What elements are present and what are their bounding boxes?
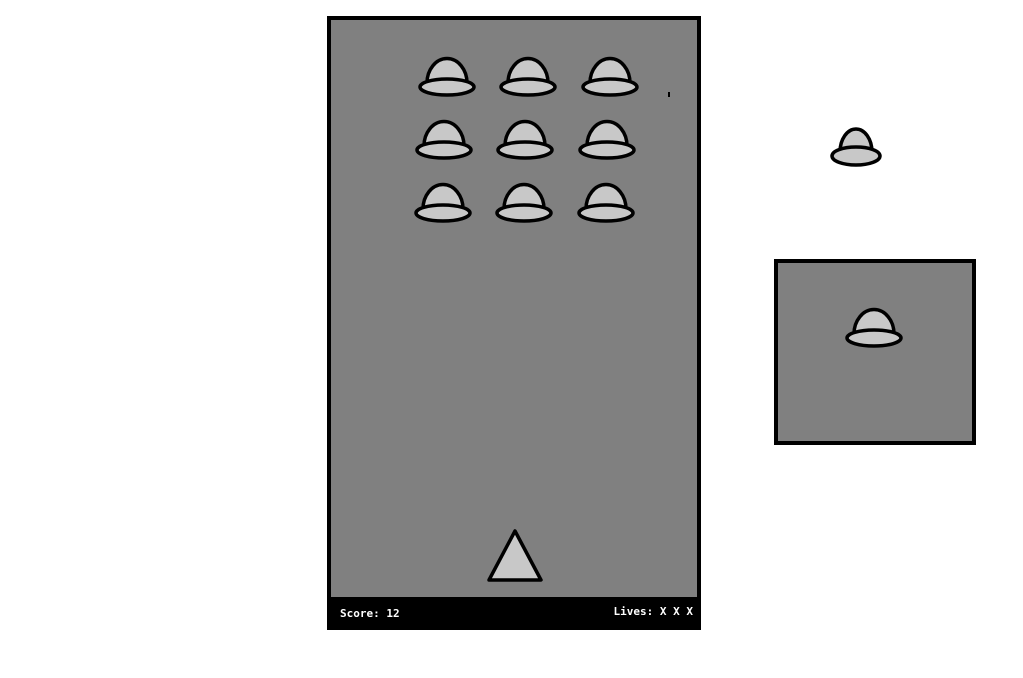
invader-icon xyxy=(577,119,637,163)
invader-icon xyxy=(576,182,636,226)
player-ship-icon xyxy=(485,528,545,582)
preview-panel xyxy=(774,259,976,445)
invader-icon xyxy=(414,119,474,163)
invader-icon xyxy=(413,182,473,226)
invader-icon xyxy=(494,182,554,226)
invader-icon xyxy=(417,56,477,100)
preview-invader-icon xyxy=(844,307,904,351)
lives-label: Lives: X X X xyxy=(613,605,693,618)
next-invader-icon xyxy=(826,122,886,170)
projectile-icon xyxy=(668,92,670,97)
invader-icon xyxy=(495,119,555,163)
game-board: Score: 12 Lives: X X X xyxy=(327,16,701,630)
status-bar: Score: 12 Lives: X X X xyxy=(331,597,697,626)
score-label: Score: 12 xyxy=(340,607,400,620)
invader-icon xyxy=(580,56,640,100)
invader-icon xyxy=(498,56,558,100)
